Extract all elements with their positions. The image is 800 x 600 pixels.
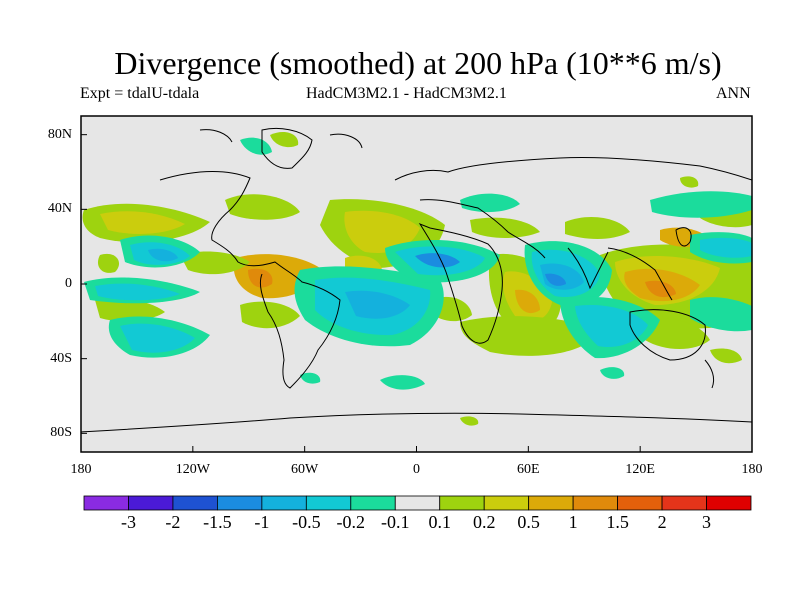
colorbar-swatch (350, 495, 396, 511)
negative-region (380, 375, 425, 390)
negative-region (600, 367, 625, 379)
negative-region (690, 297, 752, 332)
colorbar-swatch (439, 495, 485, 511)
longitude-label: 0 (413, 462, 420, 477)
colorbar-swatch (394, 495, 441, 511)
longitude-label: 120W (175, 462, 210, 477)
positive-region (97, 253, 120, 273)
positive-region (565, 217, 630, 239)
map-title: Divergence (smoothed) at 200 hPa (10**6 … (114, 45, 722, 81)
colorbar-label: 1 (568, 512, 578, 532)
colorbar-label: -0.5 (292, 512, 321, 532)
negative-region (700, 237, 752, 258)
positive-region (710, 348, 742, 364)
colorbar-label: -3 (120, 512, 136, 532)
negative-region (95, 283, 180, 301)
colorbar-label: 2 (657, 512, 667, 532)
colorbar-label: 1.5 (606, 512, 629, 532)
latitude-label: 80S (50, 425, 72, 441)
colorbar-swatch (661, 495, 707, 511)
colorbar-label: 3 (702, 512, 712, 532)
negative-region (148, 248, 178, 262)
colorbar-swatch (572, 495, 619, 511)
colorbar-swatch (305, 495, 352, 511)
latitude-label: 0 (65, 276, 72, 291)
colorbar-swatch (172, 495, 218, 511)
latitude-label: 80N (47, 126, 72, 142)
colorbar-swatch (528, 495, 574, 511)
axis-ticks (80, 134, 753, 452)
negative-region (240, 137, 272, 155)
longitude-label: 120E (625, 462, 655, 477)
positive-region (344, 210, 420, 253)
colorbar-label: 0.5 (517, 512, 540, 532)
negative-region (120, 323, 195, 353)
experiment-label: Expt = tdalU-tdala (80, 85, 200, 102)
colorbar-swatch (617, 495, 663, 511)
positive-region (515, 289, 540, 314)
positive-region (640, 318, 710, 349)
positive-region (225, 194, 300, 220)
negative-region (415, 253, 460, 268)
latitude-label: 40S (50, 350, 72, 366)
model-label: HadCM3M2.1 - HadCM3M2.1 (306, 85, 507, 102)
colorbar-swatch (216, 495, 263, 511)
negative-region (300, 372, 321, 384)
colorbar-label: 0.1 (428, 512, 451, 532)
longitude-label: 60W (291, 462, 319, 477)
positive-region (680, 176, 699, 188)
longitude-label: 60E (517, 462, 540, 477)
longitude-label: 180 (70, 462, 92, 477)
divergence-field (82, 131, 752, 426)
positive-region (270, 131, 299, 148)
colorbar-swatch (706, 495, 752, 511)
colorbar-label: -2 (165, 512, 181, 532)
colorbar-label: -1 (254, 512, 270, 532)
positive-region (470, 217, 540, 238)
colorbar-swatch (261, 495, 307, 511)
positive-region (460, 416, 479, 426)
negative-region (650, 191, 752, 218)
longitude-label: 180 (741, 462, 763, 477)
colorbar-swatch (83, 495, 129, 511)
latitude-label: 40N (47, 201, 72, 217)
colorbar-swatch (483, 495, 530, 511)
negative-region (345, 290, 410, 319)
negative-region (545, 273, 566, 286)
colorbar-swatch (128, 495, 174, 511)
positive-region (248, 268, 273, 288)
colorbar-label: -0.1 (381, 512, 410, 532)
positive-region (180, 251, 250, 275)
positive-region (100, 211, 185, 234)
colorbar (83, 495, 752, 511)
season-label: ANN (716, 85, 751, 102)
colorbar-label: 0.2 (472, 512, 496, 532)
coastlines (81, 127, 752, 433)
colorbar-label: -1.5 (203, 512, 232, 532)
positive-region (460, 316, 600, 356)
colorbar-label: -0.2 (336, 512, 366, 532)
positive-region (95, 298, 165, 322)
